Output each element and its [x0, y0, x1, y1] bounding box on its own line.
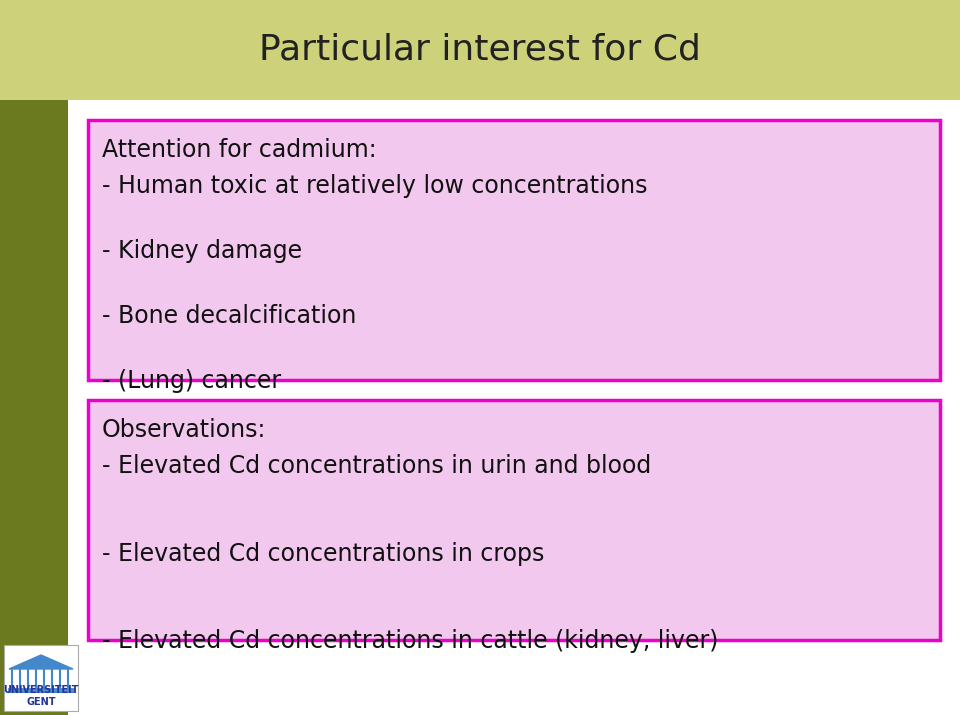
Bar: [88, 120, 940, 380]
Text: - Human toxic at relatively low concentrations: - Human toxic at relatively low concentr…: [102, 174, 647, 198]
Text: Attention for cadmium:: Attention for cadmium:: [102, 138, 376, 162]
Text: - Elevated Cd concentrations in cattle (kidney, liver): - Elevated Cd concentrations in cattle (…: [102, 629, 718, 653]
Text: Observations:: Observations:: [102, 418, 266, 442]
Bar: [4, 645, 78, 711]
Text: - Elevated Cd concentrations in crops: - Elevated Cd concentrations in crops: [102, 541, 544, 566]
Bar: [88, 400, 940, 640]
Text: - Elevated Cd concentrations in urin and blood: - Elevated Cd concentrations in urin and…: [102, 454, 651, 478]
Polygon shape: [9, 655, 73, 669]
Text: UNIVERSITEIT
GENT: UNIVERSITEIT GENT: [3, 686, 79, 707]
Text: Particular interest for Cd: Particular interest for Cd: [259, 33, 701, 67]
Bar: [0, 0, 960, 100]
Bar: [0, 100, 68, 715]
Text: - (Lung) cancer: - (Lung) cancer: [102, 369, 281, 393]
Text: - Bone decalcification: - Bone decalcification: [102, 304, 356, 328]
Text: - Kidney damage: - Kidney damage: [102, 239, 302, 263]
